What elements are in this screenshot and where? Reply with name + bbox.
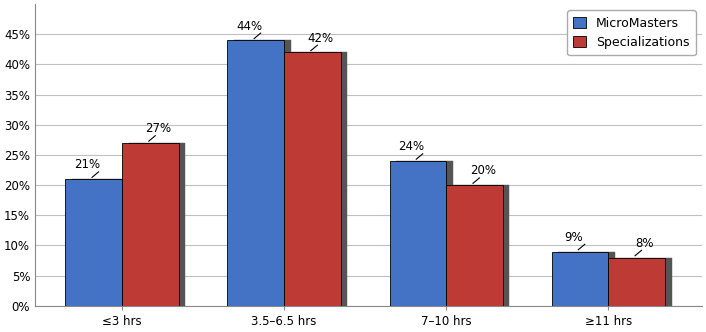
Text: 21%: 21%	[74, 158, 100, 171]
Bar	[291, 52, 347, 306]
Text: 24%: 24%	[398, 140, 424, 153]
Bar	[72, 179, 128, 306]
Bar	[122, 143, 179, 306]
Bar	[396, 161, 453, 306]
Bar	[66, 179, 122, 306]
Bar	[227, 41, 284, 306]
Legend: MicroMasters, Specializations: MicroMasters, Specializations	[567, 10, 695, 55]
Bar	[128, 143, 185, 306]
Bar	[558, 252, 615, 306]
Bar	[453, 185, 510, 306]
Bar	[551, 252, 609, 306]
Text: 8%: 8%	[635, 237, 654, 250]
Text: 42%: 42%	[308, 32, 334, 44]
Text: 20%: 20%	[469, 164, 496, 177]
Text: 44%: 44%	[237, 20, 263, 33]
Bar	[284, 52, 341, 306]
Bar	[234, 41, 291, 306]
Bar	[390, 161, 446, 306]
Bar	[609, 258, 665, 306]
Bar	[615, 258, 671, 306]
Text: 9%: 9%	[564, 231, 582, 244]
Text: 27%: 27%	[145, 122, 172, 135]
Bar	[446, 185, 503, 306]
